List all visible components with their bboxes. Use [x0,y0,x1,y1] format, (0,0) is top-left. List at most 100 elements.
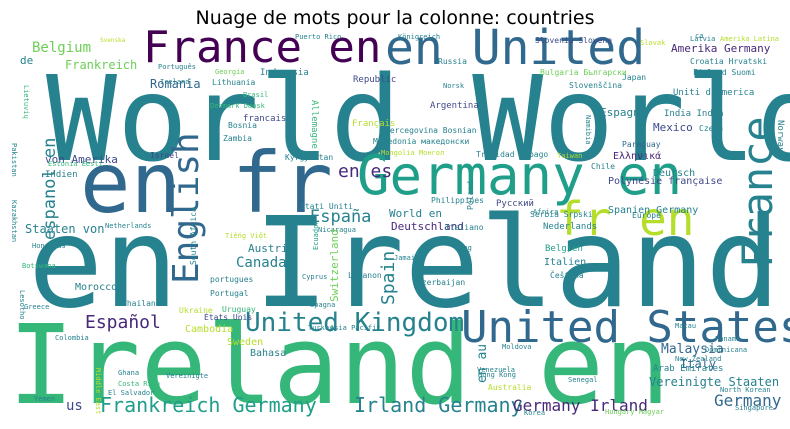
word-97: Hercegovina Bosnian [385,126,477,135]
word-23: Canada [236,255,287,271]
word-31: Deutschland [391,220,464,233]
word-21: Germany [714,391,782,410]
word-6: en United [385,20,645,76]
word-126: Hong Kong [478,371,516,379]
word-93: Croatia Hrvatski [690,57,767,66]
word-89: Paraguay [622,140,661,149]
word-35: en au [475,344,490,383]
word-72: Portugal [210,289,249,298]
word-50: Ελληνικά [613,150,661,162]
word-24: Malaysia [661,342,724,357]
word-4: en fr [80,134,333,232]
word-61: Zambia [223,134,252,143]
word-99: Mongolia Монгол [381,149,444,157]
word-76: Nicaragua [318,226,356,234]
word-8: United States [461,302,790,353]
word-59: Lithuania [212,78,256,87]
word-133: Macau [675,322,696,330]
word-96: Slovenščina [569,80,622,90]
word-2: en Ireland [28,191,781,336]
word-134: North Korean [720,386,771,394]
word-87: Europe [632,211,661,220]
word-85: Poland [466,181,475,210]
word-27: Romania [150,77,201,91]
word-56: Puerto Rico [295,33,341,41]
word-14: Frankreich Germany [100,393,317,417]
word-144: Namibia [584,115,592,145]
word-152: Pakistan [10,143,18,177]
word-13: Irland Germany [354,393,523,417]
word-124: Moldova [502,343,532,351]
word-151: Yemen [34,395,55,403]
word-9: fr en [556,192,694,246]
word-123: Spagna [310,301,335,309]
word-3: Ireland en [8,301,670,429]
word-33: Staaten von [25,222,104,236]
word-10: France [733,116,782,268]
word-127: Senegal [568,376,598,384]
word-139: Čeština [550,269,584,280]
word-15: Germany Irland [513,396,648,415]
word-55: Slovenia Slovene [535,36,612,45]
word-69: Deutsch [653,168,695,179]
word-119: El Salvador [108,389,154,397]
word-148: Taiwan [557,152,582,160]
word-34: von Amerika [45,153,118,166]
word-54: Russia [438,57,467,66]
word-63: Indien [45,170,78,180]
word-131: Dominicana [705,346,747,354]
word-19: en es [338,161,392,182]
word-65: Stati Uniti [300,202,353,211]
word-129: Arab Emirates [653,364,723,374]
word-107: Norsk [443,82,465,90]
word-92: Finland Suomi [693,68,756,77]
word-11: English [166,132,207,284]
word-149: Netherlands [105,222,151,230]
chart-title: Nuage de mots pour la colonne: countries [195,7,595,29]
word-118: Costa Rica [118,380,160,388]
word-66: Philippines [431,196,484,205]
word-16: España [310,207,371,227]
word-109: de [20,54,33,67]
word-114: Botswana [22,262,56,270]
word-44: Bahasa [250,348,286,359]
word-81: Cyprus [302,273,327,281]
word-84: Jamaica [394,254,424,262]
word-52: Republic [353,75,396,85]
word-110: Lietuvių [22,85,30,120]
word-136: Hungary Magyar [605,408,664,416]
word-39: Spanien Germany [608,205,698,216]
word-46: Nederlands [543,222,597,232]
word-18: Spain [378,251,399,305]
word-26: Italy [680,357,716,371]
word-117: Ghana [118,369,139,377]
word-47: Belgien [545,244,583,254]
word-74: États Unis [204,311,252,322]
word-60: Bosnia [228,121,257,130]
word-94: Japan [622,73,646,82]
word-29: Amerika Germany [671,42,771,55]
word-104: Português [158,63,196,71]
word-145: Amerika Latina [720,35,779,43]
word-58: Français [352,119,395,129]
word-121: Turkey [308,324,333,332]
word-108: Svenska [100,37,126,44]
word-5: France en [143,22,381,73]
word-140: Kong [455,244,472,252]
word-150: Lesotho [18,290,26,320]
word-17: Español [85,312,161,333]
word-51: Indonesia [260,68,309,78]
word-147: Slovak [640,39,666,47]
word-73: portugues [210,275,254,284]
word-141: Tiếng Việt [225,232,267,240]
word-88: Chile [591,162,615,171]
word-100: Allemagne [309,100,319,149]
word-115: Greece [24,303,49,311]
word-1: World World [46,50,790,188]
word-38: Mexico [653,121,693,134]
word-111: Kazakhstan [10,200,18,242]
word-105: Iceland [160,78,190,86]
word-120: Vereinigte [166,372,208,380]
word-42: Cambodia [185,324,233,335]
word-101: Denmark Dansk [210,102,266,110]
